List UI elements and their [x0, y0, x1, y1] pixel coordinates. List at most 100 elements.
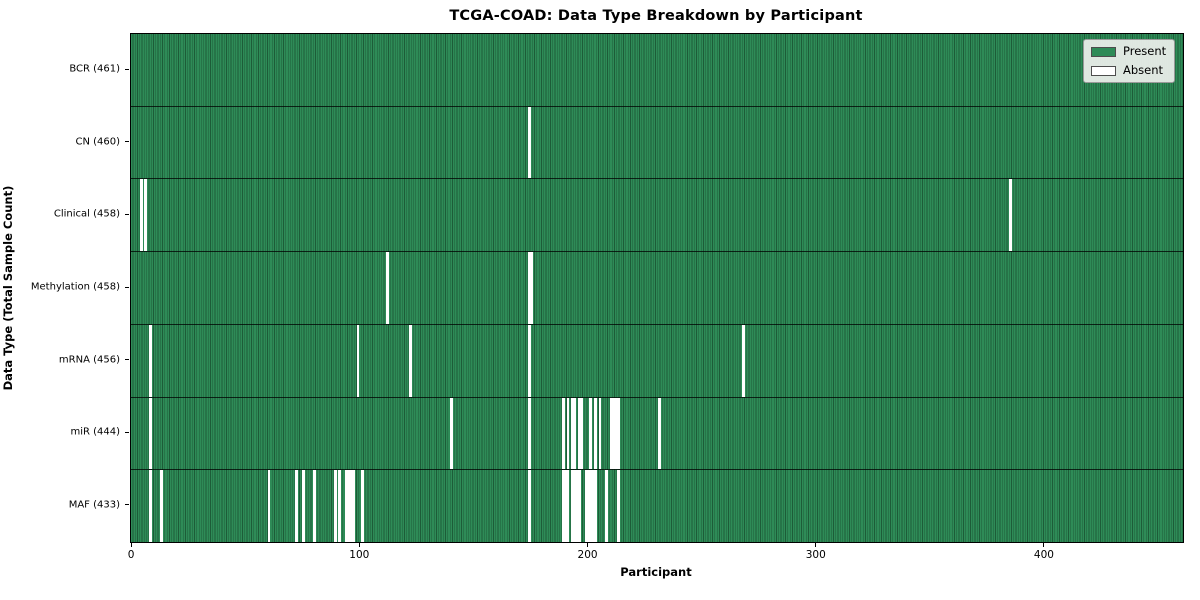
- xtick-label-400: 400: [1033, 549, 1054, 561]
- absent-stripe: [578, 470, 581, 543]
- x-axis-label: Participant: [620, 565, 692, 579]
- plot-area: [130, 33, 1184, 543]
- heatmap-row-bcr: [131, 34, 1183, 107]
- absent-stripe: [149, 470, 152, 543]
- ytick-mark: [125, 141, 129, 143]
- absent-stripe: [527, 252, 531, 324]
- absent-stripe: [361, 470, 364, 543]
- legend-label-absent: Absent: [1123, 63, 1164, 78]
- heatmap-row-maf: [131, 470, 1183, 543]
- xtick-mark: [130, 543, 132, 547]
- absent-swatch-icon: [1091, 66, 1116, 76]
- absent-stripe: [578, 397, 581, 470]
- heatmap-row-cn: [131, 106, 1183, 180]
- ytick-label-maf: MAF (433): [68, 499, 120, 511]
- ytick-label-cn: CN (460): [75, 136, 120, 148]
- absent-stripe: [160, 470, 164, 543]
- absent-stripe: [313, 470, 317, 543]
- absent-stripe: [657, 397, 661, 470]
- xtick-mark: [358, 543, 360, 547]
- absent-stripe: [612, 397, 616, 470]
- absent-stripe: [598, 397, 602, 470]
- absent-stripe: [614, 397, 618, 470]
- absent-stripe: [386, 252, 390, 324]
- absent-stripe: [584, 470, 588, 543]
- ytick-label-methylation: Methylation (458): [30, 281, 120, 293]
- legend-entry-present: Present: [1091, 45, 1167, 59]
- absent-stripe: [527, 106, 531, 179]
- absent-stripe: [591, 470, 595, 543]
- xtick-label-300: 300: [805, 549, 826, 561]
- absent-stripe: [338, 470, 342, 543]
- absent-stripe: [580, 397, 584, 470]
- absent-stripe: [333, 470, 337, 543]
- absent-stripe: [605, 470, 609, 543]
- ytick-mark: [125, 286, 129, 288]
- absent-stripe: [347, 470, 351, 543]
- legend-entry-absent: Absent: [1091, 64, 1167, 78]
- absent-stripe: [589, 397, 593, 470]
- heatmap-row-mrna: [131, 324, 1183, 398]
- ytick-label-mrna: mRNA (456): [58, 354, 120, 366]
- ytick-label-bcr: BCR (461): [69, 63, 120, 75]
- xtick-label-0: 0: [127, 549, 135, 561]
- absent-stripe: [149, 324, 152, 397]
- absent-stripe: [267, 470, 271, 543]
- ytick-mark: [125, 68, 129, 70]
- legend: Present Absent: [1083, 39, 1175, 83]
- chart-title: TCGA-COAD: Data Type Breakdown by Partic…: [449, 8, 863, 24]
- absent-stripe: [527, 470, 531, 543]
- absent-stripe: [571, 470, 574, 543]
- absent-stripe: [144, 179, 148, 252]
- absent-stripe: [149, 397, 152, 470]
- absent-stripe: [530, 252, 533, 324]
- absent-stripe: [609, 397, 613, 470]
- absent-stripe: [527, 397, 531, 470]
- absent-stripe: [562, 397, 565, 470]
- heatmap-row-mir: [131, 397, 1183, 471]
- y-axis-label: Data Type (Total Sample Count): [1, 185, 15, 391]
- xtick-label-100: 100: [349, 549, 370, 561]
- absent-stripe: [450, 397, 453, 470]
- absent-stripe: [356, 324, 360, 397]
- absent-stripe: [295, 470, 298, 543]
- ytick-mark: [125, 213, 129, 215]
- absent-stripe: [301, 470, 305, 543]
- absent-stripe: [575, 470, 579, 543]
- absent-stripe: [593, 397, 597, 470]
- absent-stripe: [616, 470, 620, 543]
- absent-stripe: [409, 324, 412, 397]
- ytick-mark: [125, 359, 129, 361]
- absent-stripe: [589, 470, 593, 543]
- absent-stripe: [352, 470, 355, 543]
- absent-stripe: [742, 324, 746, 397]
- absent-stripe: [587, 470, 590, 543]
- xtick-label-200: 200: [577, 549, 598, 561]
- ytick-label-clinical: Clinical (458): [53, 208, 120, 220]
- absent-stripe: [593, 470, 597, 543]
- xtick-mark: [815, 543, 817, 547]
- absent-stripe: [573, 470, 577, 543]
- absent-stripe: [571, 397, 574, 470]
- absent-stripe: [345, 470, 349, 543]
- absent-stripe: [349, 470, 353, 543]
- absent-stripe: [566, 470, 570, 543]
- absent-stripe: [562, 470, 565, 543]
- ytick-label-mir: miR (444): [70, 426, 120, 438]
- absent-stripe: [527, 324, 531, 397]
- present-swatch-icon: [1091, 47, 1116, 57]
- absent-stripe: [573, 397, 577, 470]
- absent-stripe: [616, 397, 620, 470]
- xtick-mark: [1043, 543, 1045, 547]
- absent-stripe: [139, 179, 143, 252]
- absent-stripe: [1009, 179, 1013, 252]
- absent-stripe: [566, 397, 570, 470]
- heatmap-row-clinical: [131, 179, 1183, 253]
- legend-label-present: Present: [1123, 44, 1167, 59]
- ytick-mark: [125, 431, 129, 433]
- heatmap-row-methylation: [131, 252, 1183, 325]
- ytick-mark: [125, 504, 129, 506]
- xtick-mark: [587, 543, 589, 547]
- absent-stripe: [564, 470, 568, 543]
